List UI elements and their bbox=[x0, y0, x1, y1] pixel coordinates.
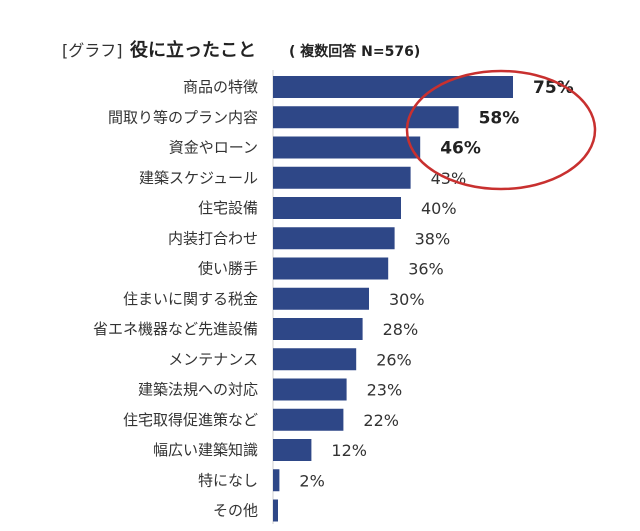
chart-title-main: 役に立ったこと bbox=[130, 39, 256, 61]
value-label: 58% bbox=[479, 108, 520, 128]
category-label: メンテナンス bbox=[168, 350, 258, 368]
category-label: 内装打合わせ bbox=[168, 229, 258, 247]
category-label: その他 bbox=[213, 502, 258, 520]
category-labels-group: 商品の特徴間取り等のプラン内容資金やローン建築スケジュール住宅設備内装打合わせ使… bbox=[93, 78, 258, 520]
bar bbox=[273, 469, 280, 492]
value-label: 23% bbox=[367, 381, 403, 400]
bar bbox=[273, 287, 369, 310]
bar bbox=[273, 408, 344, 431]
value-label: 26% bbox=[376, 350, 412, 369]
bar bbox=[273, 76, 513, 98]
bar bbox=[273, 166, 411, 189]
value-label: 30% bbox=[389, 290, 425, 309]
title-tag: [グラフ] bbox=[62, 41, 123, 60]
bar bbox=[273, 197, 401, 219]
value-label: 40% bbox=[421, 199, 457, 218]
value-label: 36% bbox=[408, 260, 444, 279]
bar bbox=[273, 439, 312, 461]
bar bbox=[273, 227, 395, 250]
value-label: 12% bbox=[331, 441, 367, 460]
category-label: 建築法規への対応 bbox=[138, 381, 258, 399]
category-label: 建築スケジュール bbox=[139, 169, 258, 187]
category-label: 使い勝手 bbox=[198, 260, 258, 278]
value-label: 38% bbox=[415, 229, 451, 248]
category-label: 商品の特徴 bbox=[183, 78, 258, 96]
category-label: 省エネ機器など先進設備 bbox=[93, 320, 258, 338]
bar bbox=[273, 348, 357, 371]
value-label: 28% bbox=[383, 320, 419, 339]
value-label: 46% bbox=[440, 139, 481, 159]
chart-title-sub: ( 複数回答 N=576) bbox=[289, 43, 420, 60]
bar bbox=[273, 257, 389, 280]
bar bbox=[273, 136, 421, 159]
bar bbox=[273, 499, 278, 522]
value-label: 22% bbox=[363, 411, 399, 430]
bars-group bbox=[273, 76, 513, 522]
category-label: 住まいに関する税金 bbox=[123, 290, 258, 308]
category-label: 幅広い建築知識 bbox=[153, 441, 258, 459]
category-label: 資金やローン bbox=[169, 139, 258, 157]
category-label: 住宅設備 bbox=[198, 199, 258, 217]
value-label: 2% bbox=[299, 471, 324, 490]
bar bbox=[273, 378, 347, 401]
highlight-ellipse bbox=[405, 69, 597, 191]
category-label: 特になし bbox=[198, 471, 258, 489]
category-label: 間取り等のプラン内容 bbox=[108, 108, 258, 126]
chart-title: [グラフ] 役に立ったこと ( 複数回答 N=576) bbox=[62, 39, 420, 61]
value-label: 75% bbox=[533, 78, 574, 98]
bar bbox=[273, 318, 363, 340]
bar bbox=[273, 106, 459, 129]
category-label: 住宅取得促進策など bbox=[123, 411, 258, 429]
